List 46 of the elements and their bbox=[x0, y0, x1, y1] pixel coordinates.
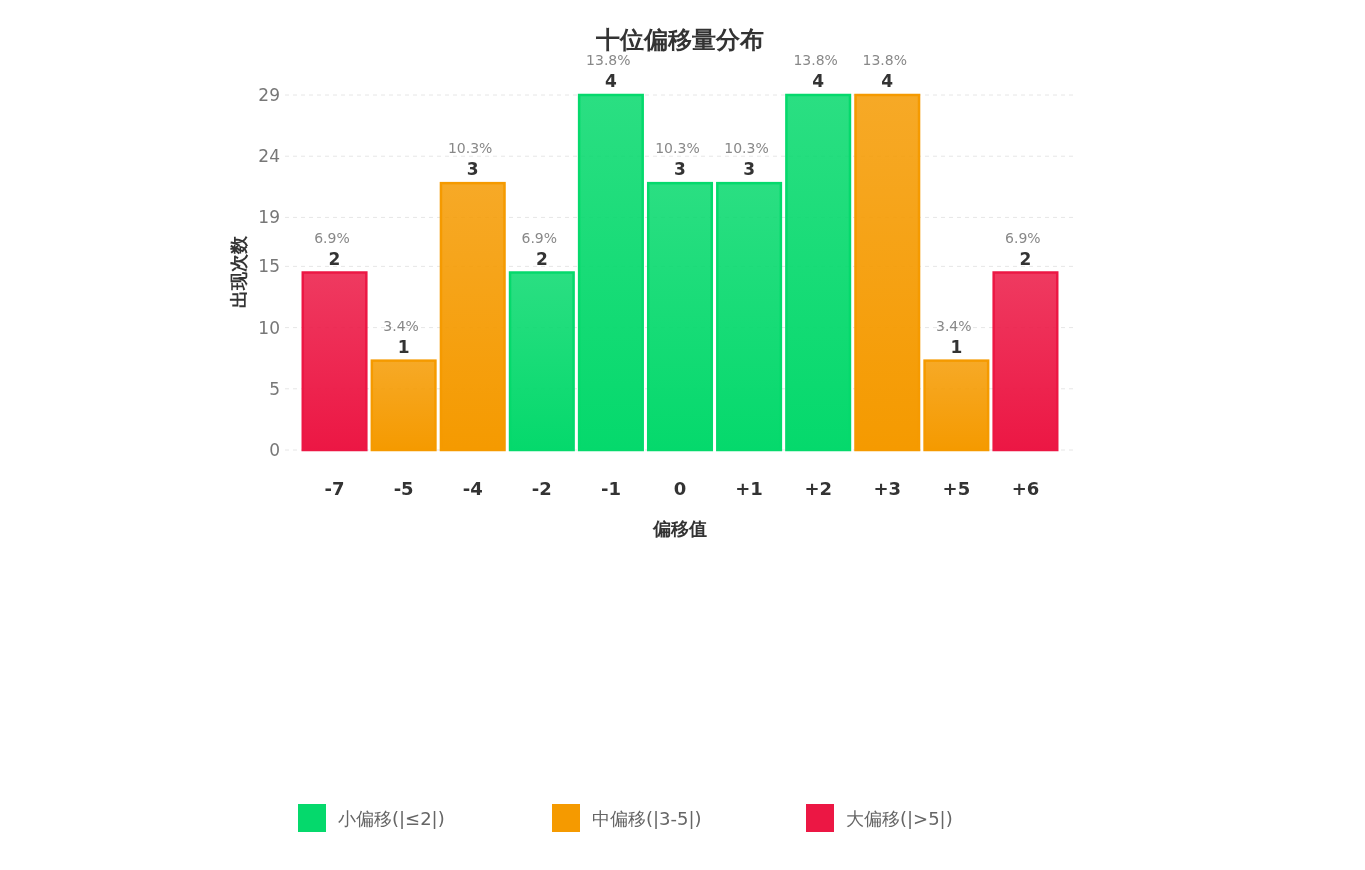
x-tick-label: +6 bbox=[1011, 478, 1040, 499]
x-tick-label: -5 bbox=[393, 478, 414, 499]
annotation: 3.4% 1 bbox=[383, 317, 419, 357]
x-axis-title: 偏移值 bbox=[652, 518, 707, 539]
bar bbox=[508, 271, 575, 452]
y-axis-title: 出现次数 bbox=[228, 235, 249, 308]
y-tick-label: 29 bbox=[258, 85, 280, 105]
annotation: 6.9% 2 bbox=[1005, 229, 1041, 269]
y-tick-label: 5 bbox=[269, 378, 280, 399]
y-tick-label: 10 bbox=[258, 317, 280, 338]
legend-label: 小偏移(|≤2|) bbox=[338, 808, 445, 829]
x-tick-label: -2 bbox=[531, 478, 552, 499]
y-tick-label: 15 bbox=[258, 256, 280, 277]
x-tick-label: -4 bbox=[462, 478, 483, 499]
x-tick-label: +3 bbox=[873, 478, 902, 499]
bar bbox=[716, 181, 783, 452]
bar bbox=[370, 359, 437, 452]
annotation: 10.3% 3 bbox=[447, 140, 493, 180]
y-tick-label: 24 bbox=[258, 146, 280, 167]
x-tick-label: -7 bbox=[324, 478, 345, 499]
bar bbox=[854, 93, 921, 452]
legend-label: 大偏移(|>5|) bbox=[846, 808, 953, 829]
x-tick-label: +2 bbox=[804, 478, 832, 499]
annotation: 13.8% 4 bbox=[793, 52, 838, 91]
legend-label: 中偏移(|3-5|) bbox=[592, 808, 702, 829]
annotation: 13.8% 4 bbox=[586, 52, 631, 91]
y-tick-label: 19 bbox=[258, 207, 280, 228]
bar bbox=[992, 271, 1059, 452]
annotation: 6.9% 2 bbox=[314, 229, 350, 269]
bar bbox=[646, 181, 714, 452]
x-tick-label: +1 bbox=[735, 478, 763, 499]
bar bbox=[785, 93, 852, 452]
y-tick-label: 0 bbox=[269, 440, 280, 460]
bar bbox=[923, 359, 990, 452]
x-tick-label: 0 bbox=[673, 478, 687, 499]
annotation: 10.3% 3 bbox=[724, 140, 769, 180]
bar bbox=[577, 93, 644, 452]
bar bbox=[439, 181, 506, 452]
annotation: 6.9% 2 bbox=[521, 229, 558, 269]
annotation: 10.3% 3 bbox=[655, 140, 700, 180]
chart-title: 十位偏移量分布 bbox=[595, 26, 764, 54]
bar bbox=[301, 271, 368, 452]
annotation: 13.8% 4 bbox=[862, 52, 907, 91]
x-tick-label: -1 bbox=[600, 478, 621, 499]
x-tick-label: +5 bbox=[942, 478, 971, 499]
annotation: 3.4% 1 bbox=[936, 317, 972, 357]
